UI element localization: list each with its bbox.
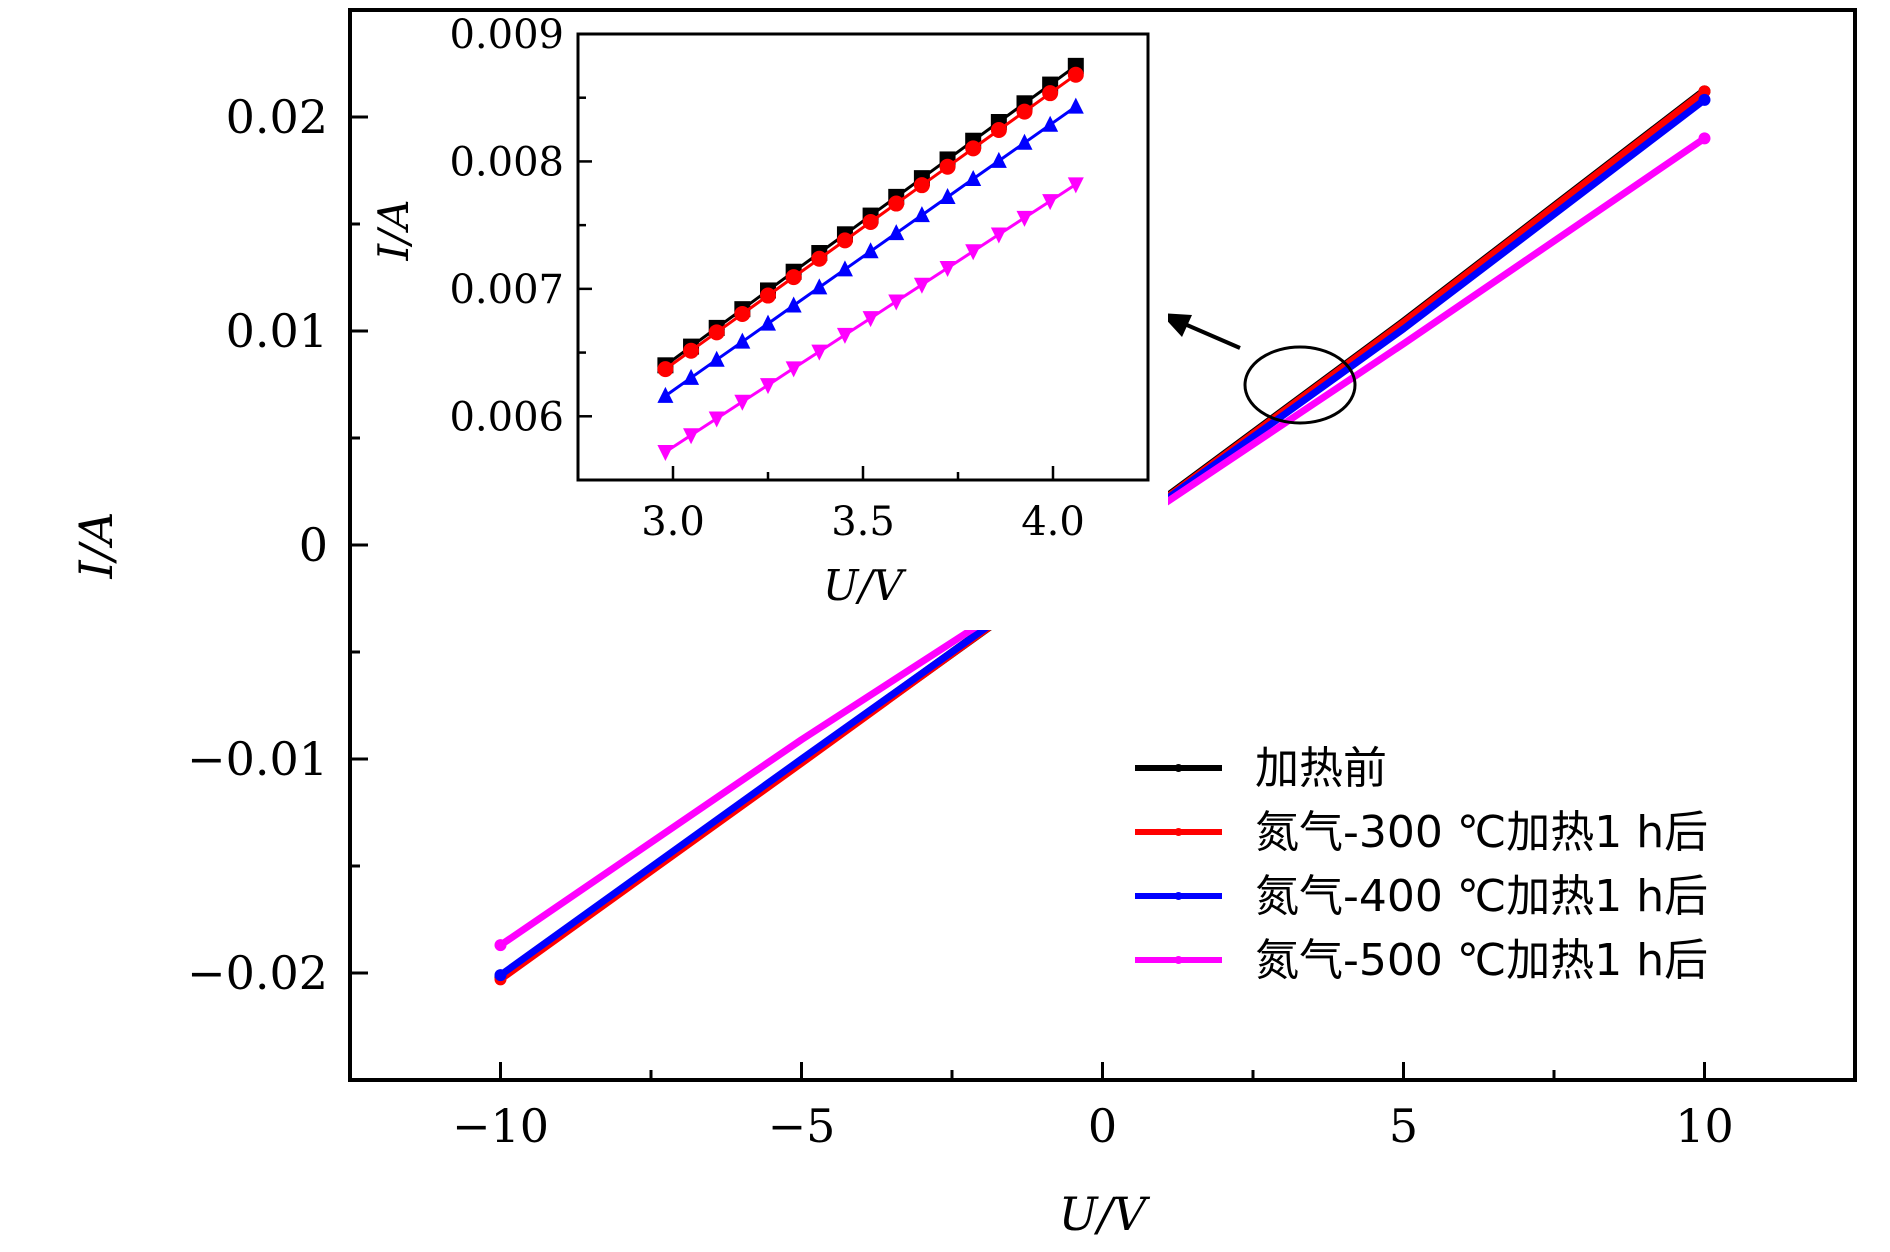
inset-y-tick-label: 0.006	[449, 394, 564, 440]
inset-x-axis-title: U/V	[823, 561, 907, 610]
inset-series-marker	[939, 260, 956, 277]
inset-series-marker	[760, 314, 776, 331]
inset-series-marker	[990, 151, 1007, 168]
inset-series-marker	[785, 269, 802, 286]
inset-series-marker	[888, 224, 905, 241]
inset-x-tick-label: 4.0	[1021, 499, 1085, 545]
inset-series-marker	[1067, 177, 1084, 194]
legend-label: 氮气-400 ℃加热1 h后	[1255, 871, 1708, 922]
y-tick-label: −0.01	[187, 732, 328, 786]
y-tick-label: 0.01	[226, 304, 328, 358]
inset-y-axis-title: I/A	[369, 199, 418, 261]
inset-series-marker	[1067, 97, 1084, 114]
inset-series-marker	[760, 287, 776, 304]
x-tick-label: 5	[1389, 1099, 1418, 1153]
inset-series-marker	[862, 311, 879, 328]
highlight-ellipse	[1243, 345, 1357, 425]
inset-series-marker	[708, 411, 725, 428]
inset-series-marker	[734, 394, 751, 411]
inset-series-marker	[734, 305, 751, 322]
inset-series-marker	[1067, 66, 1084, 83]
inset-series-marker	[811, 344, 828, 361]
inset-series-marker	[811, 278, 828, 295]
inset-series-marker	[811, 250, 828, 267]
inset-series-marker	[862, 213, 879, 230]
inset-series-marker	[683, 428, 700, 445]
legend-swatch-marker	[1174, 956, 1183, 964]
inset-series-marker	[657, 361, 674, 378]
x-tick-label: −10	[452, 1099, 549, 1153]
inset-series-marker	[913, 277, 930, 294]
legend-swatch-marker	[1174, 892, 1183, 900]
inset-x-tick-label: 3.5	[831, 499, 895, 545]
legend-label: 加热前	[1255, 743, 1387, 794]
annotation	[1160, 313, 1357, 425]
inset-series-marker	[913, 206, 930, 223]
inset-series-marker	[939, 188, 956, 205]
inset-series-marker	[965, 244, 982, 261]
inset-series-marker	[683, 342, 700, 359]
inset-series-marker	[1016, 103, 1033, 120]
series-endpoint	[1698, 93, 1711, 106]
x-tick-label: 0	[1088, 1099, 1117, 1153]
inset-series-marker	[965, 169, 982, 186]
inset-series-marker	[913, 177, 930, 194]
y-tick-label: 0	[299, 518, 328, 572]
inset-series-marker	[939, 158, 956, 175]
inset-series-marker	[836, 232, 853, 249]
inset-series-marker	[760, 378, 776, 395]
x-tick-label: 10	[1675, 1099, 1734, 1153]
series-endpoint	[1698, 132, 1711, 145]
inset-series-marker	[708, 324, 725, 341]
inset-series-marker	[836, 327, 853, 344]
inset-series-marker	[708, 350, 725, 367]
legend-swatch-marker	[1174, 828, 1183, 836]
inset-series-marker	[785, 361, 802, 378]
inset-series-marker	[1042, 115, 1059, 132]
inset-series-marker	[1042, 194, 1059, 211]
arrow-line	[1179, 320, 1241, 350]
series-endpoint	[494, 939, 507, 952]
inset-series-marker	[1042, 85, 1059, 102]
inset-series-marker	[862, 242, 879, 259]
inset-series-marker	[836, 260, 853, 277]
inset-series-marker	[734, 332, 751, 349]
y-axis-title: I/A	[69, 512, 123, 580]
y-tick-label: 0.02	[226, 90, 328, 144]
x-tick-label: −5	[768, 1099, 836, 1153]
inset-series-marker	[888, 195, 905, 212]
legend-label: 氮气-300 ℃加热1 h后	[1255, 807, 1708, 858]
inset-series-marker	[888, 294, 905, 311]
legend-swatch-marker	[1174, 764, 1183, 772]
series-endpoint	[494, 969, 507, 982]
inset-series-marker	[785, 296, 802, 313]
inset-series-marker	[1016, 133, 1033, 150]
legend-label: 氮气-500 ℃加热1 h后	[1255, 935, 1708, 986]
inset-series-marker	[990, 121, 1007, 138]
inset-y-tick-label: 0.008	[449, 139, 564, 185]
y-tick-label: −0.02	[187, 946, 328, 1000]
inset-series-marker	[657, 386, 674, 403]
inset-y-tick-label: 0.007	[449, 267, 564, 313]
inset-series-marker	[1016, 210, 1033, 227]
inset-series-marker	[657, 444, 674, 461]
inset-series-marker	[683, 368, 700, 385]
inset-x-tick-label: 3.0	[641, 499, 705, 545]
series-endpoint	[1698, 85, 1711, 98]
x-axis-title: U/V	[1059, 1187, 1151, 1241]
inset-series-marker	[990, 227, 1007, 244]
inset-series-marker	[965, 140, 982, 157]
inset-plot: 3.0 3.5 4.0 0.006 0.007 0.008 0.009 U/V I/A	[369, 12, 1168, 630]
inset-y-tick-label: 0.009	[449, 12, 564, 58]
